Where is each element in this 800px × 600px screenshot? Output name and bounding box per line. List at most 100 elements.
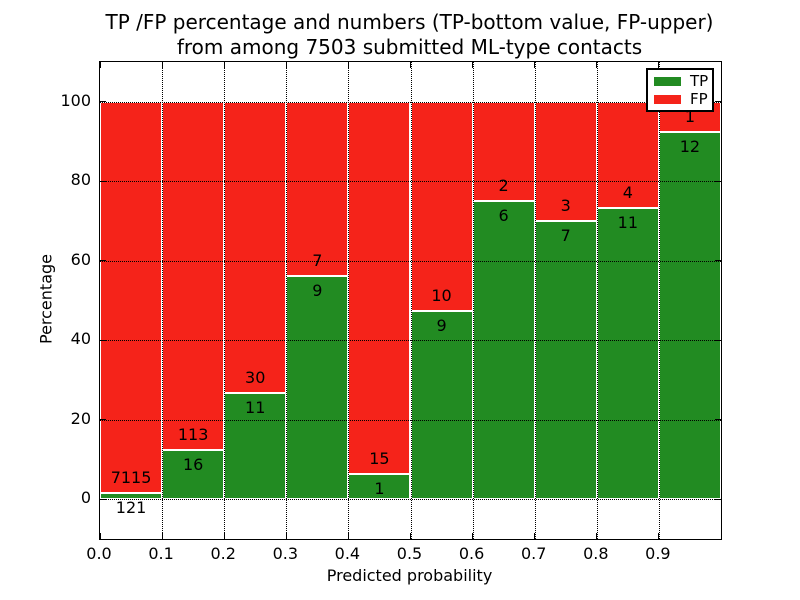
xtick-bottom-0.0 bbox=[99, 533, 101, 539]
xtick-bottom-0.2 bbox=[223, 533, 225, 539]
tp-bar-7 bbox=[534, 221, 597, 500]
fp-count-label-4: 15 bbox=[369, 449, 390, 469]
xtick-top-0.7 bbox=[534, 62, 536, 68]
gridline-x-0.3 bbox=[286, 62, 288, 539]
fp-count-label-2: 30 bbox=[245, 367, 266, 387]
x-tick-label-0.5: 0.5 bbox=[396, 544, 423, 563]
tp-count-label-0: 121 bbox=[115, 497, 147, 517]
fp-count-label-1: 113 bbox=[177, 424, 209, 444]
xtick-top-0.4 bbox=[347, 62, 349, 68]
fp-bar-5 bbox=[410, 101, 473, 311]
xtick-bottom-0.3 bbox=[285, 533, 287, 539]
tp-bar-1 bbox=[162, 449, 225, 500]
gridline-x-0.2 bbox=[224, 62, 226, 539]
xtick-bottom-0.5 bbox=[410, 533, 411, 539]
chart-title-line2: from among 7503 submitted ML-type contac… bbox=[176, 35, 643, 59]
ytick-right-80 bbox=[715, 180, 721, 182]
ytick-left-60 bbox=[100, 260, 106, 262]
tp-count-label-2: 11 bbox=[245, 397, 266, 417]
xtick-top-0.9 bbox=[658, 62, 660, 68]
xtick-top-0.6 bbox=[472, 62, 474, 68]
legend-entry-tp: TP bbox=[648, 71, 712, 90]
x-tick-label-0.4: 0.4 bbox=[334, 544, 361, 563]
fp-count-label-3: 7 bbox=[312, 250, 323, 270]
xtick-bottom-0.9 bbox=[658, 533, 660, 539]
legend-entry-fp: FP bbox=[648, 89, 712, 108]
fp-count-label-5: 10 bbox=[431, 285, 452, 305]
fp-bar-1 bbox=[162, 101, 225, 450]
fp-count-label-9: 1 bbox=[684, 107, 696, 127]
y-tick-label-20: 20 bbox=[70, 408, 91, 428]
xtick-bottom-0.6 bbox=[472, 533, 474, 539]
xtick-top-0.5 bbox=[410, 62, 411, 68]
tp-bar-4 bbox=[348, 474, 411, 500]
xtick-bottom-0.8 bbox=[596, 533, 598, 539]
legend: TP FP bbox=[646, 68, 714, 112]
tp-count-label-7: 7 bbox=[560, 226, 571, 245]
ytick-right-20 bbox=[715, 419, 721, 421]
fp-bar-2 bbox=[224, 101, 287, 393]
ytick-right-0 bbox=[715, 498, 721, 500]
tp-count-label-5: 9 bbox=[436, 315, 447, 335]
x-tick-label-0.0: 0.0 bbox=[86, 544, 112, 563]
tp-count-label-1: 16 bbox=[182, 454, 204, 474]
xtick-top-0.8 bbox=[596, 62, 598, 68]
x-tick-label-0.9: 0.9 bbox=[645, 544, 671, 563]
ytick-left-80 bbox=[100, 180, 106, 182]
xtick-bottom-0.7 bbox=[534, 533, 536, 539]
x-tick-label-0.8: 0.8 bbox=[583, 544, 609, 563]
fp-legend-label: FP bbox=[690, 89, 708, 108]
fp-bar-8 bbox=[596, 101, 659, 208]
tp-count-label-9: 12 bbox=[679, 137, 701, 157]
tp-bar-8 bbox=[596, 207, 659, 500]
tp-bar-0 bbox=[100, 492, 163, 500]
chart-title-line1: TP /FP percentage and numbers (TP-bottom… bbox=[105, 10, 714, 34]
y-tick-label-40: 40 bbox=[70, 329, 91, 349]
x-tick-label-0.2: 0.2 bbox=[210, 544, 236, 563]
tp-bar-6 bbox=[472, 201, 535, 500]
xtick-bottom-0.4 bbox=[347, 533, 349, 539]
fp-count-label-0: 7115 bbox=[110, 467, 152, 487]
ytick-right-60 bbox=[715, 260, 721, 262]
x-axis-label: Predicted probability bbox=[326, 566, 493, 585]
fp-count-label-8: 4 bbox=[622, 182, 633, 202]
fp-bar-6 bbox=[472, 101, 535, 202]
tp-count-label-8: 11 bbox=[617, 212, 639, 232]
tp-bar-9 bbox=[658, 132, 721, 500]
tp-bar-5 bbox=[410, 310, 473, 500]
gridline-x-0.6 bbox=[472, 62, 474, 539]
ytick-left-100 bbox=[100, 101, 106, 103]
y-tick-label-100: 100 bbox=[60, 90, 91, 110]
tp-bar-3 bbox=[286, 275, 349, 500]
fp-bar-0 bbox=[100, 101, 163, 493]
fp-count-label-6: 2 bbox=[498, 176, 509, 196]
gridline-x-0.8 bbox=[596, 62, 598, 539]
fp-bar-4 bbox=[348, 101, 411, 475]
xtick-top-0.1 bbox=[161, 62, 163, 68]
fp-bar-3 bbox=[286, 101, 349, 276]
y-tick-label-60: 60 bbox=[70, 249, 91, 269]
fp-count-label-7: 3 bbox=[560, 196, 571, 215]
gridline-x-0.4 bbox=[348, 62, 350, 539]
tp-legend-swatch bbox=[654, 76, 681, 86]
gridline-x-0.9 bbox=[658, 62, 660, 539]
ytick-left-20 bbox=[100, 419, 106, 421]
ytick-left-40 bbox=[100, 339, 106, 341]
xtick-bottom-0.1 bbox=[161, 533, 163, 539]
x-tick-label-0.3: 0.3 bbox=[272, 544, 299, 563]
y-tick-label-0: 0 bbox=[80, 488, 91, 508]
tp-count-label-6: 6 bbox=[498, 206, 509, 226]
ytick-right-100 bbox=[715, 101, 721, 103]
ytick-left-0 bbox=[100, 498, 106, 500]
gridline-x-0.7 bbox=[534, 62, 536, 539]
x-tick-label-0.1: 0.1 bbox=[148, 544, 174, 563]
gridline-x-0.1 bbox=[162, 62, 164, 539]
ytick-right-40 bbox=[715, 339, 721, 341]
xtick-top-0.0 bbox=[99, 62, 101, 68]
tp-count-label-4: 1 bbox=[374, 479, 385, 499]
tp-legend-label: TP bbox=[690, 71, 709, 90]
gridline-x-0.5 bbox=[410, 62, 412, 539]
y-tick-label-80: 80 bbox=[70, 170, 91, 190]
plot-area: TP FP 7115 121 113 16 30 11 7 9 15 1 10 9 2 6 3 7 4 11 1 12 bbox=[99, 61, 722, 540]
